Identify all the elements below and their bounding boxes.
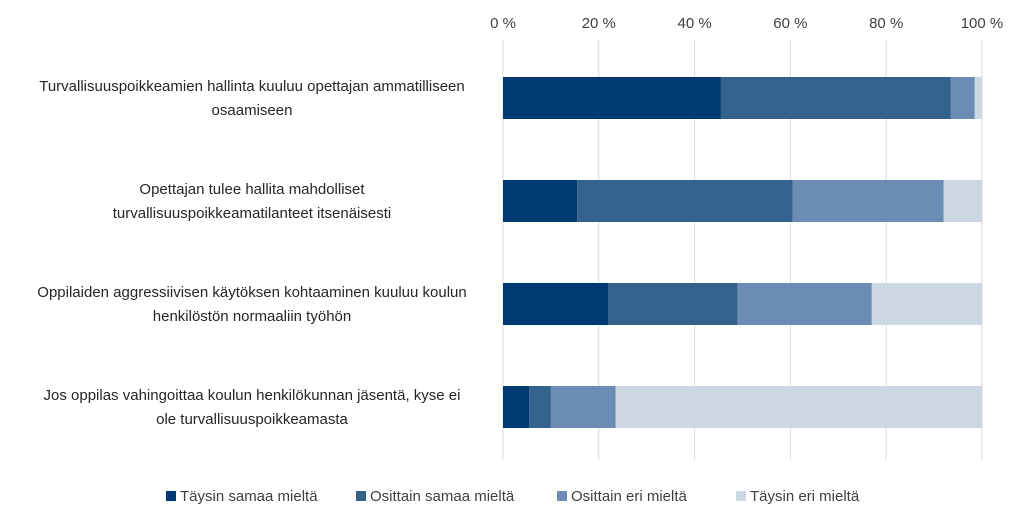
bar-segment <box>503 386 530 428</box>
legend-swatch <box>557 491 567 501</box>
legend-label: Osittain samaa mieltä <box>370 488 515 505</box>
bar-segment <box>737 283 872 325</box>
legend-label: Täysin samaa mieltä <box>180 488 318 505</box>
bar-segment <box>720 77 951 119</box>
category-label: Opettajan tulee hallita mahdolliset turva… <box>113 181 391 222</box>
category-label: Turvallisuuspoikkeamien hallinta kuuluu … <box>39 78 465 119</box>
legend-label: Täysin eri mieltä <box>750 488 860 505</box>
bar-segment <box>974 77 982 119</box>
legend-swatch <box>166 491 176 501</box>
legend-item: Täysin samaa mieltä <box>166 488 318 505</box>
category-labels: Turvallisuuspoikkeamien hallinta kuuluu … <box>37 78 466 428</box>
bar-segment <box>529 386 551 428</box>
legend: Täysin samaa mieltä Osittain samaa mieltä… <box>166 488 860 505</box>
bar-segment <box>503 180 578 222</box>
category-label-line: ole turvallisuuspoikkeamasta <box>156 411 348 428</box>
category-label-line: Oppilaiden aggressiivisen käytöksen koht… <box>37 284 466 301</box>
category-label-line: Turvallisuuspoikkeamien hallinta kuuluu … <box>39 78 465 95</box>
x-tick-label: 20 % <box>582 15 616 32</box>
x-tick-label: 100 % <box>961 15 1004 32</box>
bar-segment <box>792 180 944 222</box>
bar-segment <box>871 283 982 325</box>
category-label-line: osaamiseen <box>212 102 293 119</box>
x-tick-label: 40 % <box>677 15 711 32</box>
bar-segment <box>943 180 982 222</box>
legend-swatch <box>356 491 366 501</box>
bar-segment <box>503 283 609 325</box>
category-label: Jos oppilas vahingoittaa koulun henkilök… <box>44 387 461 428</box>
bar-segment <box>615 386 982 428</box>
category-label-line: Jos oppilas vahingoittaa koulun henkilök… <box>44 387 461 404</box>
bar-segment <box>503 77 721 119</box>
x-tick-label: 0 % <box>490 15 516 32</box>
bar-segment <box>608 283 738 325</box>
legend-item: Osittain eri mieltä <box>557 488 688 505</box>
x-tick-label: 60 % <box>773 15 807 32</box>
legend-item: Osittain samaa mieltä <box>356 488 515 505</box>
bar-segment <box>950 77 975 119</box>
category-label-line: Opettajan tulee hallita mahdolliset <box>139 181 365 198</box>
legend-item: Täysin eri mieltä <box>736 488 860 505</box>
x-tick-label: 80 % <box>869 15 903 32</box>
legend-label: Osittain eri mieltä <box>571 488 688 505</box>
category-label: Oppilaiden aggressiivisen käytöksen koht… <box>37 284 466 325</box>
bars <box>503 77 982 428</box>
bar-segment <box>577 180 793 222</box>
legend-swatch <box>736 491 746 501</box>
x-axis-ticks: 0 % 20 % 40 % 60 % 80 % 100 % <box>490 15 1003 32</box>
category-label-line: henkilöstön normaaliin työhön <box>153 308 351 325</box>
bar-segment <box>550 386 616 428</box>
category-label-line: turvallisuuspoikkeamatilanteet itsenäise… <box>113 205 391 222</box>
